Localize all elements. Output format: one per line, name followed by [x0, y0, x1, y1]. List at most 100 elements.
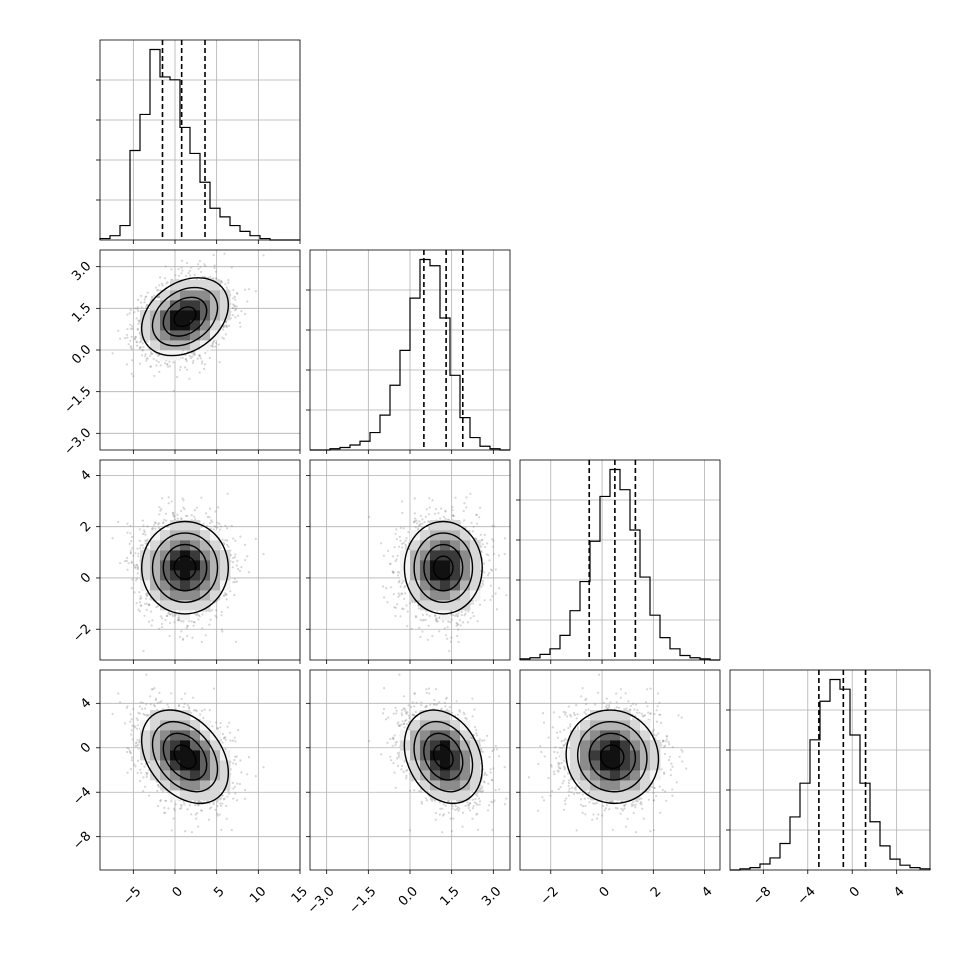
scatter-point — [180, 630, 183, 633]
density-cell — [170, 590, 181, 601]
scatter-point — [493, 525, 496, 528]
scatter-point — [225, 598, 228, 601]
scatter-point — [246, 300, 249, 303]
contour-line — [151, 286, 219, 347]
scatter-point — [136, 327, 139, 331]
density-cell — [160, 550, 171, 561]
scatter-point — [145, 597, 148, 600]
x-tick-label: 4 — [891, 884, 907, 900]
histogram-panel-3: −8 −4 0 4 — [726, 669, 931, 908]
scatter-point — [231, 560, 235, 564]
scatter-point — [134, 566, 137, 569]
scatter-point — [239, 535, 242, 538]
scatter-point — [128, 542, 131, 546]
scatter-point — [198, 371, 201, 374]
scatter-point — [156, 296, 160, 299]
scatter-point — [204, 634, 207, 637]
scatter-point — [135, 602, 138, 605]
scatter-point — [119, 562, 122, 565]
scatter-point — [213, 264, 216, 267]
scatter-point — [235, 564, 238, 567]
scatter-point — [221, 336, 224, 339]
scatter-point — [145, 608, 148, 612]
scatter-point — [159, 509, 162, 512]
density-cell — [170, 560, 181, 571]
scatter-point — [244, 543, 247, 547]
scatter-point — [157, 289, 160, 292]
scatter-point — [155, 286, 158, 289]
density-cell — [210, 300, 221, 311]
scatter-point — [151, 295, 154, 298]
scatter-point — [176, 517, 179, 520]
scatter-point — [145, 305, 148, 308]
scatter-point — [197, 614, 200, 617]
density-cell — [180, 320, 191, 331]
scatter-point — [226, 606, 229, 609]
scatter-point — [176, 619, 180, 622]
scatter-point — [224, 283, 227, 286]
scatter-point — [153, 374, 156, 377]
contour-line — [162, 296, 208, 337]
density-cell — [150, 300, 161, 311]
scatter-point — [226, 527, 229, 530]
density-cell — [170, 320, 181, 331]
scatter-point — [165, 512, 168, 515]
scatter-point — [211, 345, 214, 348]
scatter-point — [133, 566, 137, 569]
density-cell — [160, 320, 171, 331]
density-cell — [190, 580, 201, 591]
scatter-point — [134, 579, 137, 582]
scatter-point — [128, 312, 131, 315]
scatter-point — [211, 344, 214, 347]
scatter-point — [150, 610, 153, 613]
scatter-point — [428, 497, 431, 500]
scatter-point — [140, 354, 144, 357]
scatter-point — [134, 552, 137, 555]
scatter-point — [131, 547, 134, 550]
scatter-point — [230, 524, 233, 528]
density-cell — [210, 320, 221, 331]
scatter-point — [150, 527, 154, 531]
scatter-point — [136, 306, 139, 309]
scatter-point — [141, 342, 144, 345]
scatter-point — [190, 266, 193, 269]
scatter-point — [162, 521, 165, 524]
scatter-point — [161, 282, 164, 285]
scatter-point — [136, 341, 139, 344]
panel-frame — [309, 249, 511, 451]
scatter-point — [488, 559, 491, 562]
histogram-steps — [730, 678, 931, 871]
scatter-point — [224, 539, 227, 542]
scatter-point — [173, 621, 176, 624]
scatter-point — [135, 317, 138, 320]
scatter-point — [146, 291, 149, 294]
scatter-point — [144, 296, 147, 299]
scatter-point — [183, 508, 186, 511]
scatter-point — [140, 604, 143, 607]
scatter-point — [193, 515, 196, 518]
density-cell — [150, 570, 161, 581]
scatter-point — [146, 303, 149, 307]
scatter-point — [130, 540, 133, 543]
scatter-point — [171, 511, 174, 514]
scatter-point — [234, 308, 237, 311]
y-tick-label: 1.5 — [69, 301, 94, 326]
histogram-panel-1 — [306, 249, 511, 454]
scatter-point — [236, 559, 239, 563]
scatter-content — [111, 252, 265, 392]
scatter-point — [126, 333, 129, 336]
scatter-point — [192, 352, 195, 355]
scatter-point — [180, 272, 183, 275]
scatter-point — [172, 512, 175, 515]
scatter-point — [177, 268, 180, 271]
scatter-point — [137, 555, 140, 558]
scatter-point — [214, 345, 217, 348]
scatter-point — [168, 360, 171, 363]
scatter-point — [225, 593, 228, 596]
scatter-point — [182, 499, 185, 502]
scatter-point — [220, 279, 223, 283]
scatter-point — [184, 274, 187, 278]
scatter-point — [129, 532, 132, 535]
scatter-point — [235, 292, 239, 295]
